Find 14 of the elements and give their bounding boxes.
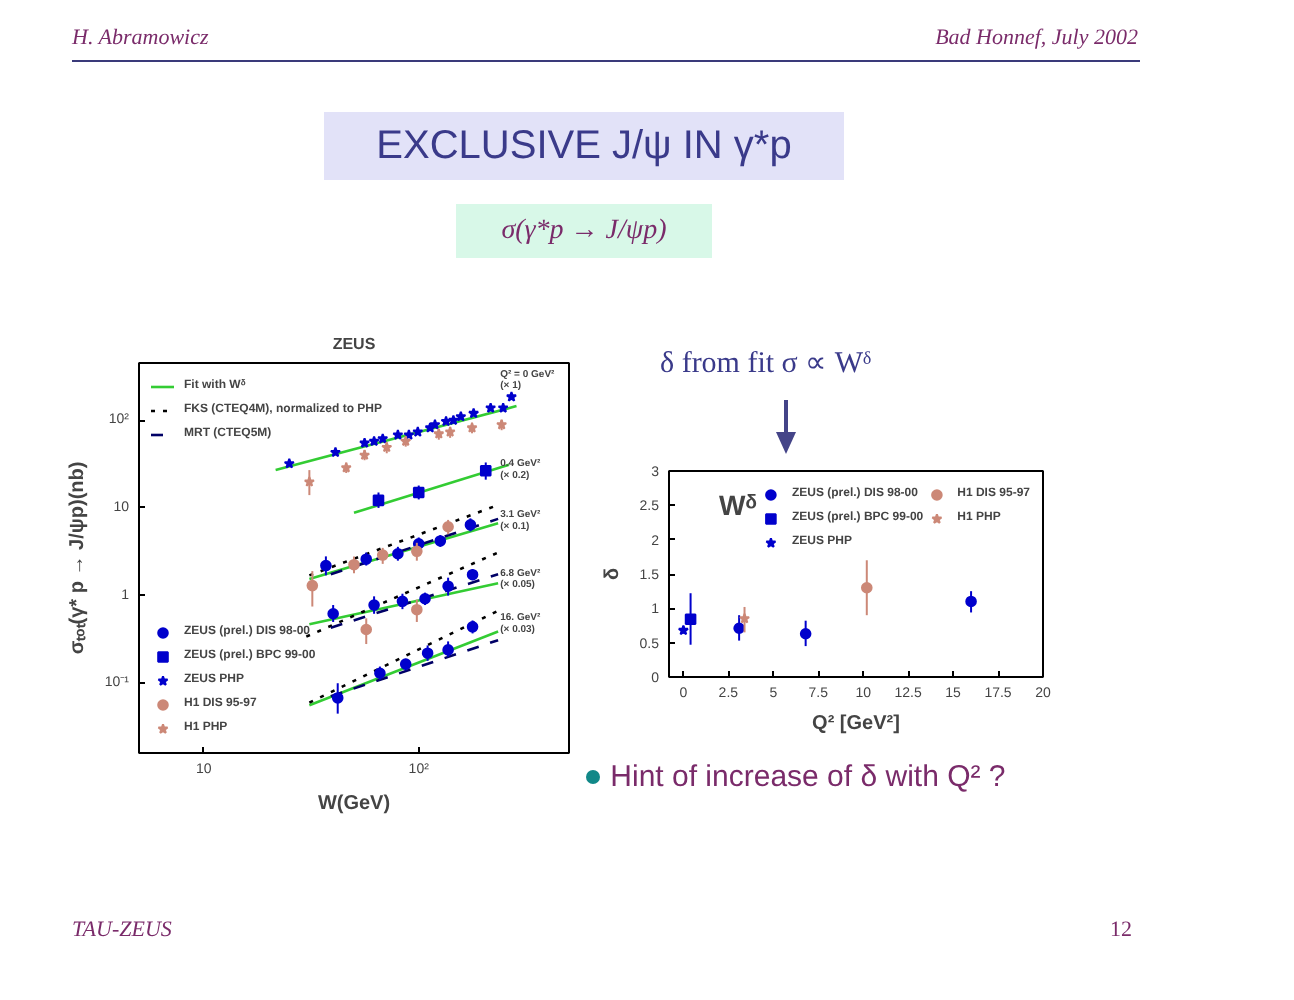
text: 12 bbox=[1110, 916, 1132, 946]
text: σ(γ*p → J/ψp) bbox=[456, 204, 712, 258]
chart-title: ZEUS bbox=[332, 335, 377, 353]
y-axis-title: σₜₒₜ(γ* p → J/ψp)(nb) bbox=[66, 461, 89, 655]
text: Bad Honnef, July 2002 bbox=[935, 24, 1138, 54]
annotation: Wᵟ bbox=[719, 489, 758, 521]
text: H. Abramowicz bbox=[72, 24, 209, 54]
y-axis-title: δ bbox=[601, 567, 624, 581]
text: EXCLUSIVE J/ψ IN γ*p bbox=[324, 112, 844, 180]
x-axis-title: W(GeV) bbox=[317, 793, 391, 815]
x-axis-title: Q² [GeV²] bbox=[812, 713, 900, 735]
text: TAU-ZEUS bbox=[72, 916, 172, 946]
text: Hint of increase of δ with Q² ? bbox=[608, 758, 1006, 798]
text: δ from fit σ ∝ Wᵟ bbox=[658, 346, 872, 384]
